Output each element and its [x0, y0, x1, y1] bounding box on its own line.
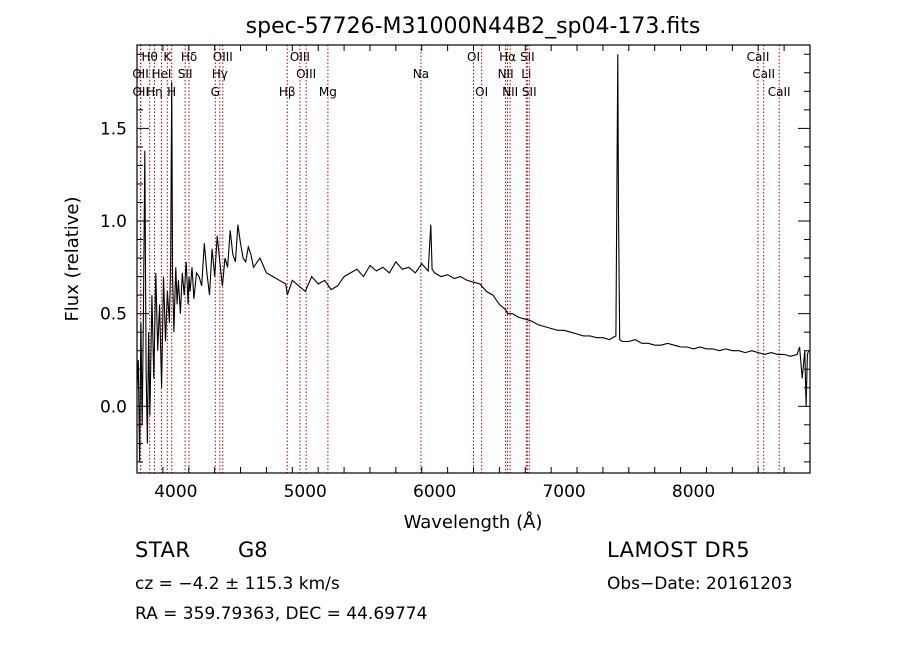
y-axis-label: Flux (relative): [62, 196, 83, 321]
x-tick-label: 4000: [154, 482, 197, 502]
x-tick-label: 6000: [413, 482, 456, 502]
object-class: STAR: [135, 538, 191, 562]
chart-title: spec-57726-M31000N44B2_sp04-173.fits: [246, 14, 701, 39]
marker-label: NII: [502, 85, 518, 99]
marker-label: OIII: [290, 50, 310, 64]
marker-label: Li: [521, 67, 531, 81]
marker-label: SII: [522, 85, 537, 99]
object-subclass: G8: [238, 538, 268, 562]
ra-dec-coordinates: RA = 359.79363, DEC = 44.69774: [135, 604, 428, 624]
y-tick-label: 0.0: [100, 397, 127, 417]
x-tick-label: 7000: [542, 482, 585, 502]
marker-label: Hδ: [181, 50, 197, 64]
marker-label: NII: [498, 67, 514, 81]
marker-label: OIII: [296, 67, 316, 81]
y-tick-label: 1.5: [100, 119, 127, 139]
observation-date: Obs−Date: 20161203: [607, 574, 793, 594]
marker-label: OI: [475, 85, 488, 99]
marker-label: Hη: [146, 85, 163, 99]
marker-label: CaII: [752, 67, 775, 81]
x-axis-ticks: 4000 5000 6000 7000 8000: [136, 45, 811, 502]
marker-label: SII: [178, 67, 193, 81]
x-tick-label: 5000: [284, 482, 327, 502]
marker-label: OIII: [213, 50, 233, 64]
y-axis-ticks: 0.0 0.5 1.0 1.5: [100, 53, 810, 463]
marker-label: SII: [520, 50, 535, 64]
marker-label: CaII: [747, 50, 770, 64]
y-tick-label: 0.5: [100, 305, 127, 325]
marker-label: G: [211, 85, 220, 99]
marker-label: HeI: [151, 67, 171, 81]
marker-label: K: [163, 50, 172, 64]
x-axis-label: Wavelength (Å): [404, 511, 543, 533]
survey-name: LAMOST DR5: [607, 538, 751, 562]
marker-label: Hθ: [141, 50, 157, 64]
marker-label: OI: [467, 50, 480, 64]
marker-label: Hγ: [212, 67, 228, 81]
marker-label: CaII: [768, 85, 791, 99]
redshift-velocity: cz = −4.2 ± 115.3 km/s: [135, 574, 340, 594]
marker-label: Mg: [319, 85, 337, 99]
y-tick-label: 1.0: [100, 212, 127, 232]
marker-label: Hα: [499, 50, 516, 64]
x-tick-label: 8000: [672, 482, 715, 502]
marker-label: Na: [413, 67, 429, 81]
spectrum-line: [136, 54, 810, 462]
marker-label: Hβ: [279, 85, 296, 99]
